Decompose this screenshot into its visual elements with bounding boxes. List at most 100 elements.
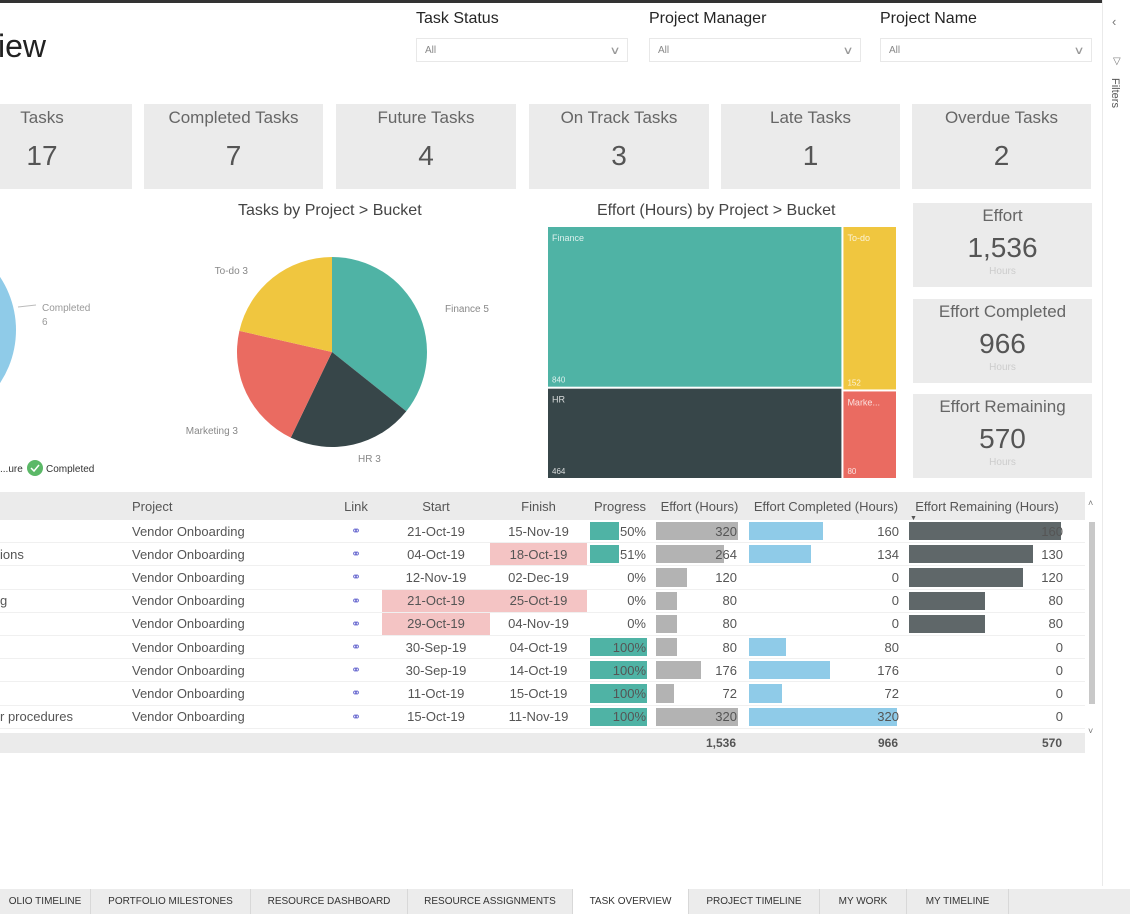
table-row[interactable]: Vendor Onboarding ⚭ 30-Sep-19 04-Oct-19 100%… — [0, 636, 1085, 660]
effort-completed-cell: 134 — [746, 543, 906, 565]
progress-value: 0% — [627, 616, 646, 632]
table-row[interactable]: Vendor Onboarding ⚭ 30-Sep-19 14-Oct-19 100%… — [0, 659, 1085, 683]
effort-remaining-bar — [909, 568, 1023, 587]
link-icon[interactable]: ⚭ — [350, 547, 362, 562]
tab-project-timeline[interactable]: PROJECT TIMELINE — [689, 889, 820, 914]
effort-value: 80 — [722, 593, 737, 609]
treemap-label-marke: Marke... — [847, 397, 880, 407]
col-header-project[interactable]: Project — [132, 498, 173, 514]
tab-resource-assignments[interactable]: RESOURCE ASSIGNMENTS — [408, 889, 573, 914]
tab-portfolio-timeline[interactable]: OLIO TIMELINE — [0, 889, 91, 914]
filters-label[interactable]: Filters — [1109, 78, 1121, 108]
effort-bar — [656, 637, 677, 657]
slicer-project-manager[interactable]: Project Manager All ∨ — [649, 10, 861, 62]
link-icon[interactable]: ⚭ — [350, 524, 362, 539]
finish-date-cell: 18-Oct-19 — [490, 543, 587, 566]
progress-value: 100% — [612, 685, 646, 701]
table-row[interactable]: Vendor Onboarding ⚭ 21-Oct-19 15-Nov-19 50% 3… — [0, 520, 1085, 544]
effort-completed-value: 0 — [891, 593, 899, 609]
table-header: Project Link Start Finish Progress Effor… — [0, 492, 1085, 523]
effort-bar — [656, 522, 738, 541]
legend-item-completed: Completed — [46, 464, 94, 475]
table-row[interactable]: Vendor Onboarding ⚭ 29-Oct-19 04-Nov-19 0% 80… — [0, 612, 1085, 636]
tab-resource-dashboard[interactable]: RESOURCE DASHBOARD — [251, 889, 408, 914]
filters-pane-collapsed[interactable]: ‹ ▽ Filters — [1102, 0, 1130, 886]
link-icon[interactable]: ⚭ — [350, 640, 362, 655]
kpi-value: 7 — [225, 140, 242, 171]
project-name-dropdown[interactable]: All ∨ — [880, 38, 1092, 62]
col-header-task[interactable] — [0, 492, 130, 520]
table-row[interactable]: r procedures Vendor Onboarding ⚭ 15-Oct-19 1… — [0, 706, 1085, 729]
task-name-cell: ions — [0, 543, 130, 565]
link-icon[interactable]: ⚭ — [350, 686, 362, 701]
chevron-left-icon[interactable]: ‹ — [1112, 14, 1117, 29]
treemap-tile-marke — [843, 391, 896, 478]
effort-value: 264 — [715, 546, 737, 562]
tab-my-timeline[interactable]: MY TIMELINE — [907, 889, 1009, 914]
effort-completed-cell: 320 — [746, 706, 906, 728]
kpi-unit: Hours — [989, 362, 1016, 373]
col-header-link[interactable]: Link — [344, 498, 368, 514]
project-name: Vendor Onboarding — [132, 662, 245, 678]
finish-date: 25-Oct-19 — [509, 593, 568, 609]
col-header-effort-completed[interactable]: Effort Completed (Hours) — [753, 498, 899, 514]
effort-completed-value: 80 — [884, 639, 899, 655]
header-label: Effort Remaining (Hours) — [915, 498, 1059, 514]
scroll-up-icon[interactable]: ˄ — [1088, 498, 1094, 508]
col-header-effort-remaining[interactable]: Effort Remaining (Hours) ▼ — [906, 492, 1068, 523]
tab-task-overview[interactable]: TASK OVERVIEW — [573, 889, 689, 914]
kpi-label: On Track Tasks — [560, 108, 678, 127]
task-status-dropdown[interactable]: All ∨ — [416, 38, 628, 62]
start-date: 21-Oct-19 — [407, 523, 465, 539]
finish-date-cell: 02-Dec-19 — [490, 566, 587, 588]
kpi-label: Effort — [982, 206, 1023, 225]
link-icon[interactable]: ⚭ — [350, 593, 362, 608]
table-row[interactable]: g Vendor Onboarding ⚭ 21-Oct-19 25-Oct-19 0% 8… — [0, 589, 1085, 613]
slicer-task-status[interactable]: Task Status All ∨ — [416, 10, 628, 62]
kpi-value: 3 — [611, 140, 627, 171]
task-table: Project Link Start Finish Progress Effor… — [0, 492, 1085, 753]
effort-remaining-value: 0 — [1055, 685, 1063, 701]
col-header-finish[interactable]: Finish — [521, 498, 556, 514]
tab-my-work[interactable]: MY WORK — [820, 889, 907, 914]
progress-value: 0% — [627, 593, 646, 609]
table-row[interactable]: Vendor Onboarding ⚭ 12-Nov-19 02-Dec-19 0% 12… — [0, 566, 1085, 590]
scrollbar-thumb[interactable] — [1089, 522, 1095, 704]
finish-date-cell: 11-Nov-19 — [490, 706, 587, 728]
table-row[interactable]: Vendor Onboarding ⚭ 11-Oct-19 15-Oct-19 100%… — [0, 682, 1085, 706]
kpi-unit: Hours — [989, 457, 1016, 468]
effort-bar — [656, 568, 687, 587]
finish-date-cell: 15-Nov-19 — [490, 520, 587, 542]
link-icon[interactable]: ⚭ — [350, 663, 362, 678]
progress-bar — [590, 545, 620, 564]
effort-completed-value: 160 — [877, 523, 899, 539]
project-manager-dropdown[interactable]: All ∨ — [649, 38, 861, 62]
treemap-label-hr: HR — [552, 395, 565, 405]
kpi-label: Effort Completed — [938, 302, 1067, 321]
effort-cell: 320 — [653, 520, 746, 542]
pie-label-completed: Completed — [42, 303, 90, 314]
col-header-progress[interactable]: Progress — [593, 498, 647, 514]
project-cell: Vendor Onboarding — [130, 590, 330, 612]
effort-remaining-cell: 80 — [906, 613, 1068, 635]
effort-cell: 120 — [653, 566, 746, 588]
project-name: Vendor Onboarding — [132, 639, 245, 655]
table-row[interactable]: ions Vendor Onboarding ⚭ 04-Oct-19 18-Oct-19… — [0, 543, 1085, 567]
finish-date: 15-Nov-19 — [508, 523, 569, 539]
col-header-start[interactable]: Start — [422, 498, 450, 514]
effort-bar — [656, 614, 677, 633]
table-scrollbar[interactable]: ˄ ˅ — [1086, 492, 1098, 742]
project-name: Vendor Onboarding — [132, 616, 245, 632]
link-icon[interactable]: ⚭ — [350, 570, 362, 585]
effort-value: 80 — [722, 639, 737, 655]
link-icon[interactable]: ⚭ — [350, 616, 362, 631]
progress-cell: 0% — [587, 590, 653, 612]
scroll-down-icon[interactable]: ˅ — [1088, 726, 1094, 736]
slicer-project-name[interactable]: Project Name All ∨ — [880, 10, 1092, 62]
col-header-effort[interactable]: Effort (Hours) — [660, 498, 739, 514]
link-icon[interactable]: ⚭ — [350, 709, 362, 724]
effort-remaining-value: 0 — [1055, 662, 1063, 678]
tab-portfolio-milestones[interactable]: PORTFOLIO MILESTONES — [91, 889, 251, 914]
effort-completed-value: 134 — [877, 546, 899, 562]
effort-completed-cell: 0 — [746, 566, 906, 588]
